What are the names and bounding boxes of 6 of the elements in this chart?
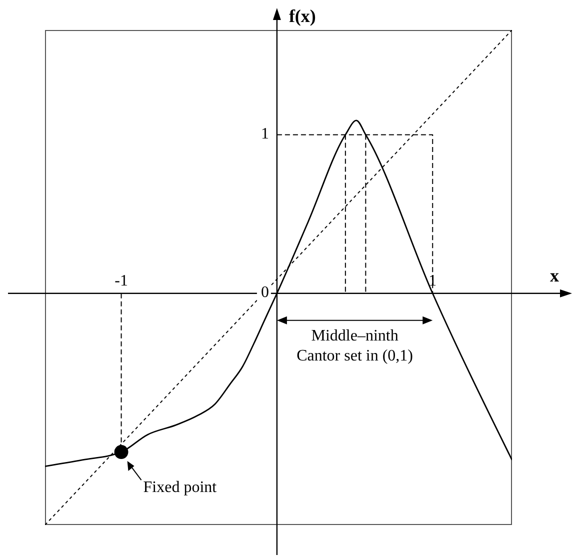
- y-axis-title: f(x): [288, 6, 316, 26]
- annotation: Fixed point: [143, 479, 218, 496]
- x-axis-title: x: [550, 265, 559, 286]
- annotation: Middle–ninth Cantor set in (0,1): [296, 327, 413, 364]
- x-tick-label: -1: [114, 272, 128, 290]
- y-tick-label: 0: [260, 284, 269, 302]
